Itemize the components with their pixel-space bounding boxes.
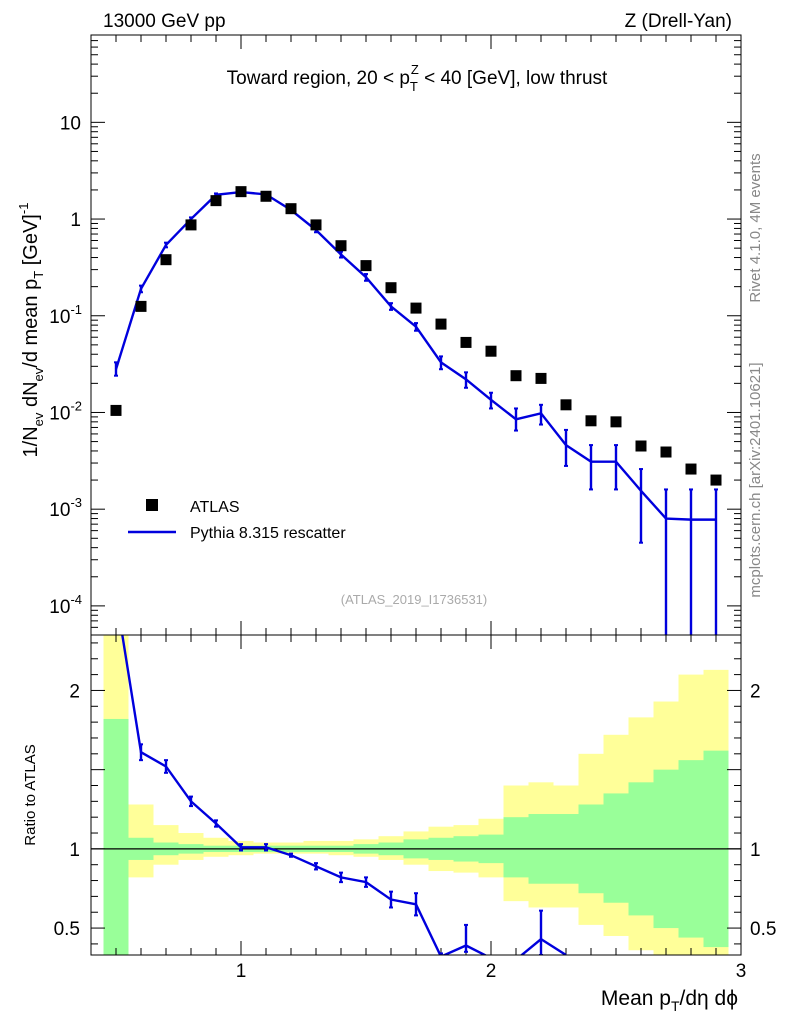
y-tick-exponent: -2	[70, 398, 82, 413]
data-point	[335, 240, 347, 252]
data-point	[710, 474, 722, 486]
xlabel-part: /dη dϕ	[680, 987, 738, 1010]
ratio-band-inner	[503, 817, 529, 878]
data-point	[685, 463, 697, 475]
ratio-ticks: 0.5 0.5 1 1 2 2 1 2 3	[54, 635, 776, 982]
ylabel-part: dN	[20, 381, 42, 412]
ylabel-sub: T	[31, 271, 46, 279]
title-prefix: Toward region, 20 < p	[227, 68, 410, 89]
y-tick-label: 10-3	[49, 495, 82, 521]
y-tick-mantissa: 10	[49, 307, 70, 328]
ratio-y-tick-label-right: 2	[750, 681, 761, 702]
ylabel-sup: -1	[16, 203, 31, 215]
data-point	[660, 446, 672, 458]
ylabel-part: 1/N	[20, 426, 42, 457]
data-point	[110, 404, 122, 416]
header-left: 13000 GeV pp	[103, 11, 226, 32]
y-tick-label: 1	[70, 210, 81, 231]
ratio-band-inner	[103, 718, 129, 955]
legend-label-atlas: ATLAS	[190, 499, 240, 516]
ratio-band-inner	[603, 793, 629, 903]
ratio-y-tick-label: 0.5	[54, 919, 80, 940]
data-point	[460, 336, 472, 348]
y-tick-exponent: -3	[70, 495, 82, 510]
ylabel-sub: ev	[31, 412, 46, 426]
x-label-text: Mean pT/dη dϕ	[601, 987, 738, 1014]
data-point	[610, 416, 622, 428]
data-point	[410, 302, 422, 314]
ratio-uncertainty-bands	[103, 635, 729, 955]
y-tick-label: 10-2	[49, 398, 82, 424]
y-tick-label: 10	[60, 113, 81, 134]
ratio-y-tick-label-right: 1	[750, 840, 761, 861]
data-point	[210, 195, 222, 207]
y-tick-label: 10-1	[49, 302, 82, 328]
ylabel-sub: ev	[31, 367, 46, 381]
x-axis-label: Mean pT/dη dϕ	[601, 987, 738, 1014]
ratio-y-tick-label-right: 0.5	[750, 919, 776, 940]
main-y-axis-label: 1/Nev dNev/d mean pT [GeV]-1	[16, 203, 46, 458]
header-right: Z (Drell-Yan)	[625, 11, 732, 32]
data-point	[360, 260, 372, 272]
x-tick-label: 3	[736, 961, 747, 982]
data-point	[135, 300, 147, 312]
legend: ATLAS Pythia 8.315 rescatter	[128, 499, 346, 542]
y-tick-exponent: -1	[70, 302, 82, 317]
mcplots-label: mcplots.cern.ch [arXiv:2401.10621]	[747, 362, 764, 597]
data-point	[535, 372, 547, 384]
data-point	[510, 370, 522, 382]
data-point	[310, 219, 322, 231]
main-frame	[90, 34, 742, 636]
ratio-y-tick-label: 2	[69, 681, 80, 702]
ratio-y-axis-label: Ratio to ATLAS	[22, 744, 39, 845]
data-point	[385, 282, 397, 294]
main-panel: Toward region, 20 < pTZ < 40 [GeV], low …	[16, 34, 742, 636]
x-tick-label: 2	[486, 961, 497, 982]
analysis-watermark: (ATLAS_2019_I1736531)	[341, 592, 487, 607]
x-tick-label: 1	[236, 961, 247, 982]
legend-label-mc: Pythia 8.315 rescatter	[190, 525, 346, 542]
ylabel-part: [GeV]	[20, 214, 42, 271]
data-point	[285, 203, 297, 215]
ylabel-part: /d mean p	[20, 279, 42, 368]
data-point	[160, 254, 172, 266]
data-point	[485, 345, 497, 357]
xlabel-sub: T	[671, 998, 680, 1014]
data-point	[435, 318, 447, 330]
ratio-frame	[90, 634, 742, 956]
data-point	[635, 440, 647, 452]
ratio-y-tick-label: 1	[69, 840, 80, 861]
title-superscript: Z	[411, 62, 419, 77]
title-subscript: T	[410, 79, 418, 94]
main-ylabel-text: 1/Nev dNev/d mean pT [GeV]-1	[16, 203, 46, 458]
data-point	[235, 186, 247, 198]
legend-marker-atlas	[146, 499, 158, 511]
data-point	[260, 190, 272, 202]
data-point	[585, 415, 597, 427]
mc-line	[114, 190, 716, 521]
rivet-label: Rivet 4.1.0, 4M events	[747, 153, 764, 302]
data-point	[185, 219, 197, 231]
y-tick-mantissa: 10	[49, 403, 70, 424]
y-tick-label: 10-4	[49, 592, 82, 618]
data-point	[560, 399, 572, 411]
ratio-line	[121, 635, 567, 955]
title-suffix: < 40 [GeV], low thrust	[419, 68, 608, 89]
y-tick-mantissa: 10	[49, 597, 70, 618]
main-title: Toward region, 20 < pTZ < 40 [GeV], low …	[227, 62, 608, 94]
xlabel-part: Mean p	[601, 987, 671, 1010]
ratio-panel: 0.5 0.5 1 1 2 2 1 2 3 Ratio to ATLAS Mean pT/dη …	[22, 634, 776, 1014]
ratio-data	[121, 635, 567, 955]
y-tick-mantissa: 10	[49, 500, 70, 521]
y-tick-exponent: -4	[70, 592, 82, 607]
main-data	[110, 186, 722, 635]
main-title-text: Toward region, 20 < pTZ < 40 [GeV], low …	[227, 62, 608, 94]
